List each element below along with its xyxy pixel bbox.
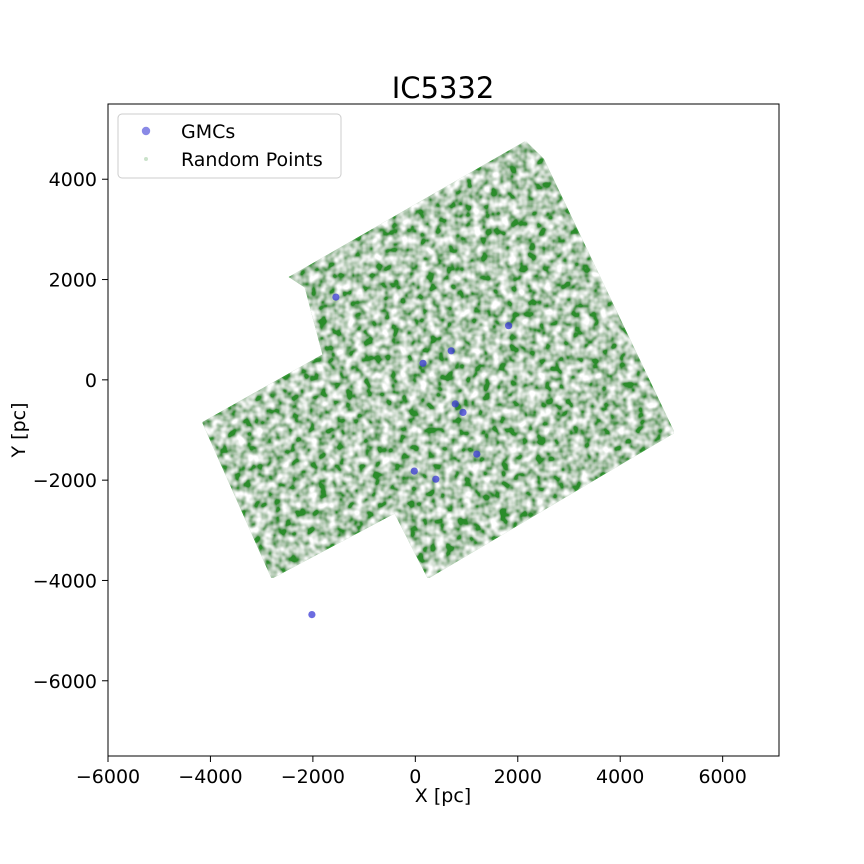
gmc-point [459, 408, 467, 416]
y-axis: −6000 −4000 −2000 0 2000 4000 [33, 169, 108, 693]
gmc-point [432, 475, 440, 483]
y-tick-label: 2000 [49, 270, 97, 292]
gmc-point [410, 467, 418, 475]
chart-title: IC5332 [392, 71, 495, 105]
x-tick-label: −2000 [281, 766, 345, 788]
y-tick-label: 4000 [49, 169, 97, 191]
legend-random-points-label: Random Points [181, 149, 323, 171]
axes-frame [107, 103, 780, 757]
x-tick-label: −4000 [178, 766, 242, 788]
x-tick-label: 6000 [698, 766, 746, 788]
y-tick-label: −4000 [33, 570, 97, 592]
y-tick-label: −2000 [33, 470, 97, 492]
gmc-point [419, 359, 427, 367]
gmc-point [451, 400, 459, 408]
legend-gmc-label: GMCs [181, 121, 235, 143]
gmc-points [308, 293, 513, 619]
gmc-point [447, 347, 455, 355]
legend-random-points-marker [144, 157, 148, 161]
gmc-point [332, 293, 340, 301]
random-points-region [202, 140, 675, 579]
x-tick-label: −6000 [76, 766, 140, 788]
legend-gmc-marker [141, 126, 151, 136]
gmc-point [505, 322, 513, 330]
x-axis: −6000 −4000 −2000 0 2000 4000 6000 [76, 756, 747, 788]
y-tick-label: 0 [85, 370, 97, 392]
x-tick-label: 4000 [596, 766, 644, 788]
legend: GMCs Random Points [117, 113, 342, 179]
gmc-point [473, 450, 481, 458]
legend-box [117, 113, 342, 179]
x-tick-label: 0 [409, 766, 421, 788]
x-tick-label: 2000 [494, 766, 542, 788]
gmc-point [308, 611, 316, 619]
x-axis-label: X [pc] [415, 785, 471, 807]
y-tick-label: −6000 [33, 671, 97, 693]
y-axis-label: Y [pc] [8, 403, 30, 459]
plot-area [202, 140, 675, 619]
